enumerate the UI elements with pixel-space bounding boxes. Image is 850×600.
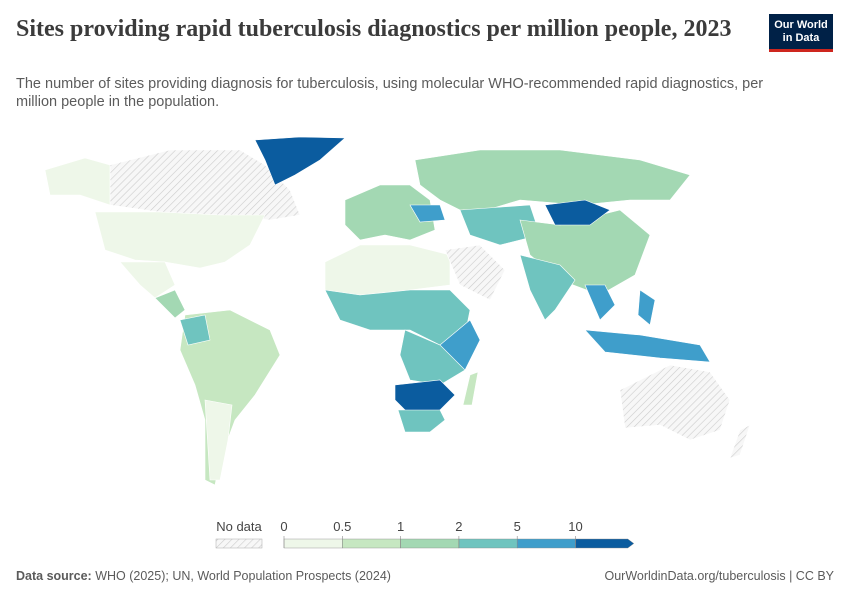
legend-bin bbox=[400, 538, 460, 549]
southeast-asia bbox=[584, 284, 616, 321]
india bbox=[519, 254, 576, 321]
mexico bbox=[119, 261, 176, 299]
footer-link[interactable]: OurWorldinData.org/tuberculosis | CC BY bbox=[604, 569, 835, 583]
canada bbox=[109, 149, 301, 221]
greenland bbox=[254, 136, 346, 186]
philippines bbox=[637, 289, 656, 326]
footer-source: Data source: WHO (2025); UN, World Popul… bbox=[16, 569, 391, 583]
logo-line: Our World bbox=[774, 19, 828, 31]
no-data-swatch bbox=[215, 538, 263, 549]
alaska bbox=[44, 157, 111, 206]
subtitle: The number of sites providing diagnosis … bbox=[16, 76, 764, 110]
title: Sites providing rapid tuberculosis diagn… bbox=[16, 16, 732, 42]
legend-bin bbox=[575, 538, 635, 549]
legend-bin bbox=[517, 538, 576, 549]
source-label: Data source: bbox=[16, 569, 92, 583]
usa bbox=[94, 211, 266, 269]
logo-line: in Data bbox=[782, 32, 820, 44]
north-africa bbox=[324, 244, 451, 296]
ukraine bbox=[409, 204, 446, 223]
legend-tick-label: 5 bbox=[514, 519, 521, 534]
middle-east bbox=[444, 244, 506, 301]
central-asia bbox=[459, 204, 541, 246]
indonesia bbox=[584, 329, 711, 363]
south-africa bbox=[397, 409, 446, 433]
colombia bbox=[179, 314, 211, 346]
legend-tick-label: 0.5 bbox=[333, 519, 351, 534]
legend-bin bbox=[458, 538, 518, 549]
legend: No data 0 0.5 1 2 5 10 bbox=[215, 519, 635, 549]
logo[interactable]: Our World in Data bbox=[769, 14, 833, 52]
source: WHO (2025); UN, World Population Prospec… bbox=[95, 569, 391, 583]
legend-bin bbox=[283, 538, 343, 549]
east-africa bbox=[439, 319, 481, 371]
russia bbox=[414, 149, 691, 216]
no-data-label: No data bbox=[216, 519, 262, 534]
legend-tick-label: 10 bbox=[568, 519, 582, 534]
legend-tick-label: 1 bbox=[397, 519, 404, 534]
australia bbox=[619, 364, 731, 441]
countries bbox=[44, 136, 751, 486]
central-america bbox=[154, 289, 186, 319]
europe bbox=[344, 184, 436, 241]
legend-bin bbox=[342, 538, 401, 549]
argentina bbox=[204, 399, 233, 481]
legend-tick-label: 2 bbox=[455, 519, 462, 534]
madagascar bbox=[462, 371, 479, 406]
west-africa bbox=[324, 289, 471, 346]
mongolia bbox=[544, 199, 611, 226]
new-zealand bbox=[729, 424, 751, 459]
legend-tick-label: 0 bbox=[280, 519, 287, 534]
